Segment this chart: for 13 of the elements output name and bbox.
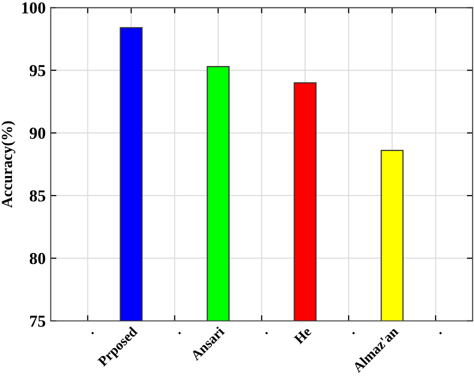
- y-tick-label: 95: [30, 65, 46, 76]
- x-tick-label: .: [352, 332, 356, 335]
- x-tick-label: .: [438, 332, 442, 335]
- x-tick-label: .: [91, 332, 94, 335]
- y-tick-label: 100: [22, 2, 46, 14]
- y-tick-label: 90: [30, 128, 46, 139]
- y-tick-label: 80: [30, 252, 46, 264]
- y-tick-label: 85: [30, 190, 46, 202]
- x-tick-label: .: [178, 332, 182, 335]
- x-tick-label: He: [294, 326, 312, 344]
- x-tick-label: .: [264, 332, 268, 335]
- y-tick-label: 75: [30, 316, 46, 327]
- y-axis-title: Accuracy(%): [1, 121, 16, 208]
